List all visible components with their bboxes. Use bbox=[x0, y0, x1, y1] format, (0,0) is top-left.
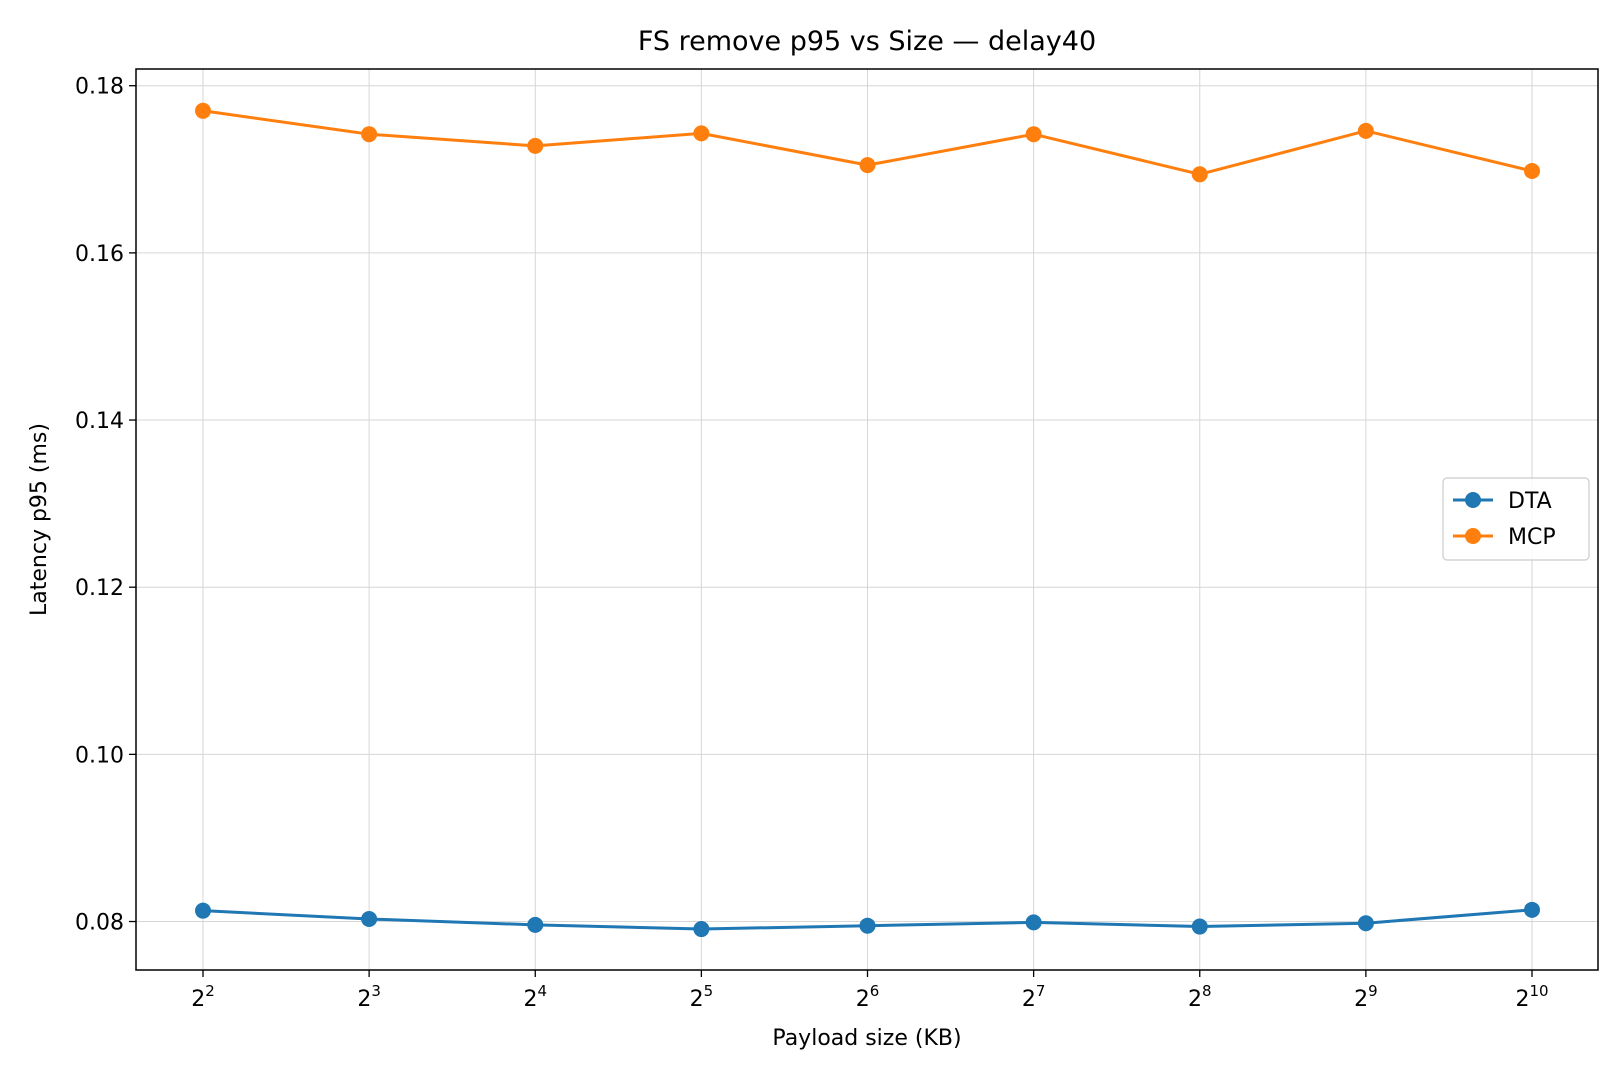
data-point bbox=[693, 921, 710, 938]
axis-ticks: 22 23 24 25 26 27 28 29 210 0.08 0.10 0.12 0.14 0.16 0… bbox=[75, 75, 1549, 1012]
legend-item-mcp: MCP bbox=[1453, 525, 1556, 550]
series-mcp bbox=[195, 102, 1540, 183]
data-point bbox=[1357, 915, 1374, 932]
data-point bbox=[1191, 166, 1208, 183]
legend-swatch-marker bbox=[1465, 492, 1481, 508]
legend-swatch-marker bbox=[1465, 528, 1481, 544]
x-tick-label: 23 bbox=[357, 982, 381, 1012]
x-tick-label: 29 bbox=[1354, 982, 1378, 1012]
x-tick-label: 25 bbox=[690, 982, 714, 1012]
x-tick-label: 22 bbox=[191, 982, 215, 1012]
y-tick-label: 0.16 bbox=[75, 242, 124, 267]
data-point bbox=[361, 126, 378, 143]
y-axis-label: Latency p95 (ms) bbox=[27, 423, 52, 616]
legend-label: DTA bbox=[1508, 489, 1552, 514]
data-point bbox=[1191, 918, 1208, 935]
series-dta bbox=[195, 901, 1540, 938]
y-tick-label: 0.08 bbox=[75, 911, 124, 936]
x-tick-label: 27 bbox=[1022, 982, 1046, 1012]
data-point bbox=[527, 137, 544, 154]
data-point bbox=[195, 902, 211, 919]
data-point bbox=[1524, 901, 1540, 918]
x-tick-label: 26 bbox=[856, 982, 880, 1012]
x-tick-label: 24 bbox=[523, 982, 547, 1012]
chart-title: FS remove p95 vs Size — delay40 bbox=[638, 26, 1096, 57]
data-point bbox=[527, 916, 544, 933]
x-tick-label: 210 bbox=[1515, 982, 1548, 1012]
plot-series bbox=[195, 102, 1540, 938]
data-point bbox=[859, 917, 876, 934]
data-point bbox=[1357, 122, 1374, 139]
legend: DTA MCP bbox=[1442, 477, 1590, 561]
y-tick-label: 0.10 bbox=[75, 743, 124, 768]
x-axis-label: Payload size (KB) bbox=[772, 1026, 961, 1051]
data-point bbox=[195, 102, 211, 119]
data-point bbox=[859, 157, 876, 174]
x-tick-label: 28 bbox=[1188, 982, 1212, 1012]
data-point bbox=[361, 911, 378, 928]
data-point bbox=[1025, 126, 1042, 143]
data-point bbox=[1025, 914, 1042, 931]
legend-label: MCP bbox=[1508, 525, 1556, 550]
legend-item-dta: DTA bbox=[1453, 489, 1552, 514]
y-tick-label: 0.14 bbox=[75, 409, 124, 434]
y-tick-label: 0.12 bbox=[75, 576, 124, 601]
y-tick-label: 0.18 bbox=[75, 75, 124, 100]
data-point bbox=[693, 125, 710, 142]
grid bbox=[136, 69, 1598, 970]
data-point bbox=[1524, 162, 1540, 179]
